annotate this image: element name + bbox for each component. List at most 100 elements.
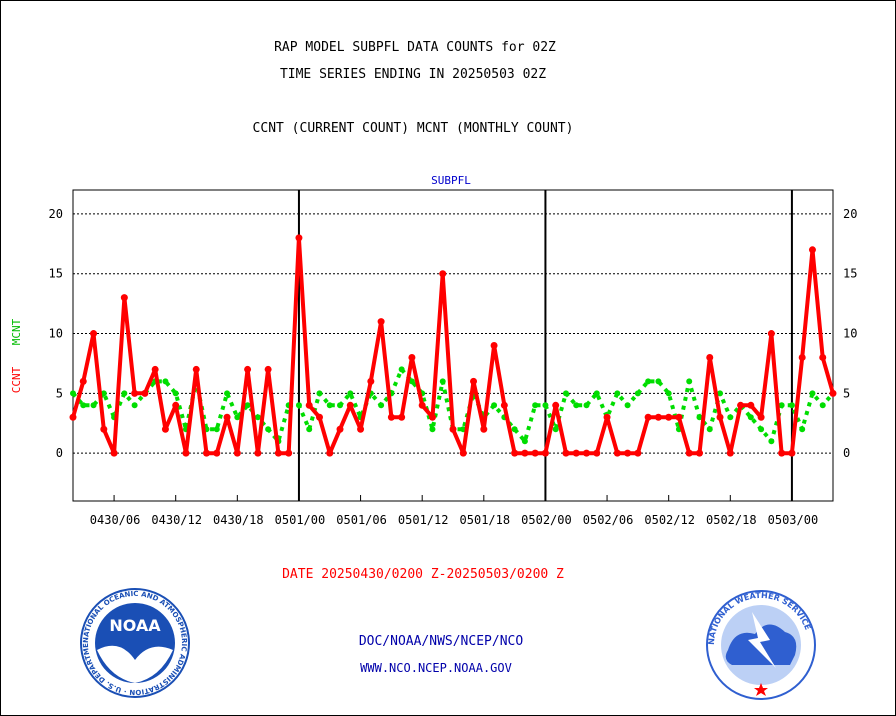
y-tick-label-right: 10	[843, 327, 857, 341]
point-mcnt	[90, 402, 97, 409]
point-ccnt	[767, 330, 775, 338]
x-tick-label: 0502/06	[583, 513, 634, 527]
point-ccnt	[459, 449, 467, 457]
x-tick-label: 0502/18	[706, 513, 757, 527]
point-mcnt	[347, 390, 354, 397]
point-ccnt	[182, 449, 190, 457]
point-mcnt	[100, 390, 107, 397]
point-mcnt	[398, 366, 405, 373]
point-ccnt	[583, 449, 591, 457]
url-line: WWW.NCO.NCEP.NOAA.GOV	[360, 661, 512, 675]
point-ccnt	[593, 449, 601, 457]
point-ccnt	[131, 389, 139, 397]
point-ccnt	[624, 449, 632, 457]
x-tick-label: 0502/00	[521, 513, 572, 527]
date-range: DATE 20250430/0200 Z-20250503/0200 Z	[282, 567, 564, 582]
point-ccnt	[110, 449, 118, 457]
point-mcnt	[491, 402, 498, 409]
point-mcnt	[244, 402, 251, 409]
point-ccnt	[244, 365, 252, 373]
point-mcnt	[634, 390, 641, 397]
point-ccnt	[562, 449, 570, 457]
point-mcnt	[562, 390, 569, 397]
x-tick-label: 0501/00	[275, 513, 326, 527]
point-ccnt	[552, 401, 560, 409]
point-mcnt	[234, 414, 241, 421]
point-mcnt	[532, 402, 539, 409]
plot-frame	[72, 189, 834, 502]
y-tick-label-left: 0	[56, 446, 63, 460]
point-ccnt	[737, 401, 745, 409]
point-ccnt	[675, 413, 683, 421]
panel-title: SUBPFL	[431, 174, 471, 187]
nws-logo: NATIONAL WEATHER SERVICE	[706, 590, 816, 700]
point-ccnt	[644, 413, 652, 421]
point-ccnt	[315, 413, 323, 421]
point-ccnt	[480, 425, 488, 433]
point-ccnt	[439, 270, 447, 278]
point-ccnt	[233, 449, 241, 457]
x-tick-label: 0502/12	[644, 513, 695, 527]
point-mcnt	[778, 402, 785, 409]
x-tick-label: 0430/06	[90, 513, 141, 527]
point-mcnt	[80, 402, 87, 409]
point-mcnt	[131, 402, 138, 409]
x-tick-label: 0501/06	[336, 513, 387, 527]
point-mcnt	[686, 378, 693, 385]
point-ccnt	[490, 342, 498, 349]
point-ccnt	[192, 365, 200, 373]
point-ccnt	[541, 449, 549, 457]
y-tick-label-left: 10	[49, 327, 63, 341]
point-mcnt	[665, 390, 672, 397]
point-ccnt	[706, 353, 714, 361]
point-ccnt	[69, 413, 77, 421]
point-mcnt	[337, 402, 344, 409]
point-mcnt	[306, 426, 313, 433]
point-ccnt	[634, 449, 642, 457]
point-mcnt	[758, 426, 765, 433]
point-ccnt	[377, 318, 385, 326]
point-ccnt	[613, 449, 621, 457]
point-ccnt	[285, 449, 293, 457]
point-mcnt	[809, 390, 816, 397]
ylabel-ccnt: CCNT	[10, 366, 23, 393]
point-ccnt	[100, 425, 108, 433]
point-mcnt	[645, 378, 652, 385]
point-ccnt	[511, 449, 519, 457]
point-mcnt	[552, 426, 559, 433]
point-ccnt	[141, 389, 149, 397]
y-tick-labels: 0 0 5 5 10 10 15 15 20 20	[49, 207, 858, 460]
point-ccnt	[79, 377, 87, 385]
series-line-ccnt	[71, 235, 835, 456]
point-mcnt	[696, 414, 703, 421]
point-mcnt	[624, 402, 631, 409]
point-mcnt	[265, 426, 272, 433]
point-ccnt	[685, 449, 693, 457]
point-mcnt	[747, 414, 754, 421]
y-tick-label-left: 5	[56, 386, 63, 400]
title-line-1: RAP MODEL SUBPFL DATA COUNTS for 02Z	[274, 40, 556, 55]
point-mcnt	[213, 426, 220, 433]
title-line-2: TIME SERIES ENDING IN 20250503 02Z	[280, 67, 546, 82]
point-mcnt	[799, 426, 806, 433]
x-tick-label: 0501/12	[398, 513, 449, 527]
x-tick-label: 0430/18	[213, 513, 264, 527]
x-tick-label: 0503/00	[768, 513, 819, 527]
noaa-logo-text: NOAA	[109, 616, 161, 635]
point-mcnt	[316, 390, 323, 397]
point-mcnt	[768, 438, 775, 445]
point-ccnt	[778, 449, 786, 457]
point-ccnt	[428, 413, 436, 421]
point-ccnt	[408, 353, 416, 361]
point-mcnt	[121, 390, 128, 397]
point-mcnt	[326, 402, 333, 409]
point-mcnt	[511, 426, 518, 433]
point-ccnt	[531, 449, 539, 457]
point-ccnt	[367, 377, 375, 385]
point-ccnt	[254, 449, 262, 457]
point-ccnt	[500, 401, 508, 409]
point-ccnt	[90, 330, 98, 338]
point-ccnt	[357, 425, 365, 433]
point-ccnt	[521, 449, 529, 457]
